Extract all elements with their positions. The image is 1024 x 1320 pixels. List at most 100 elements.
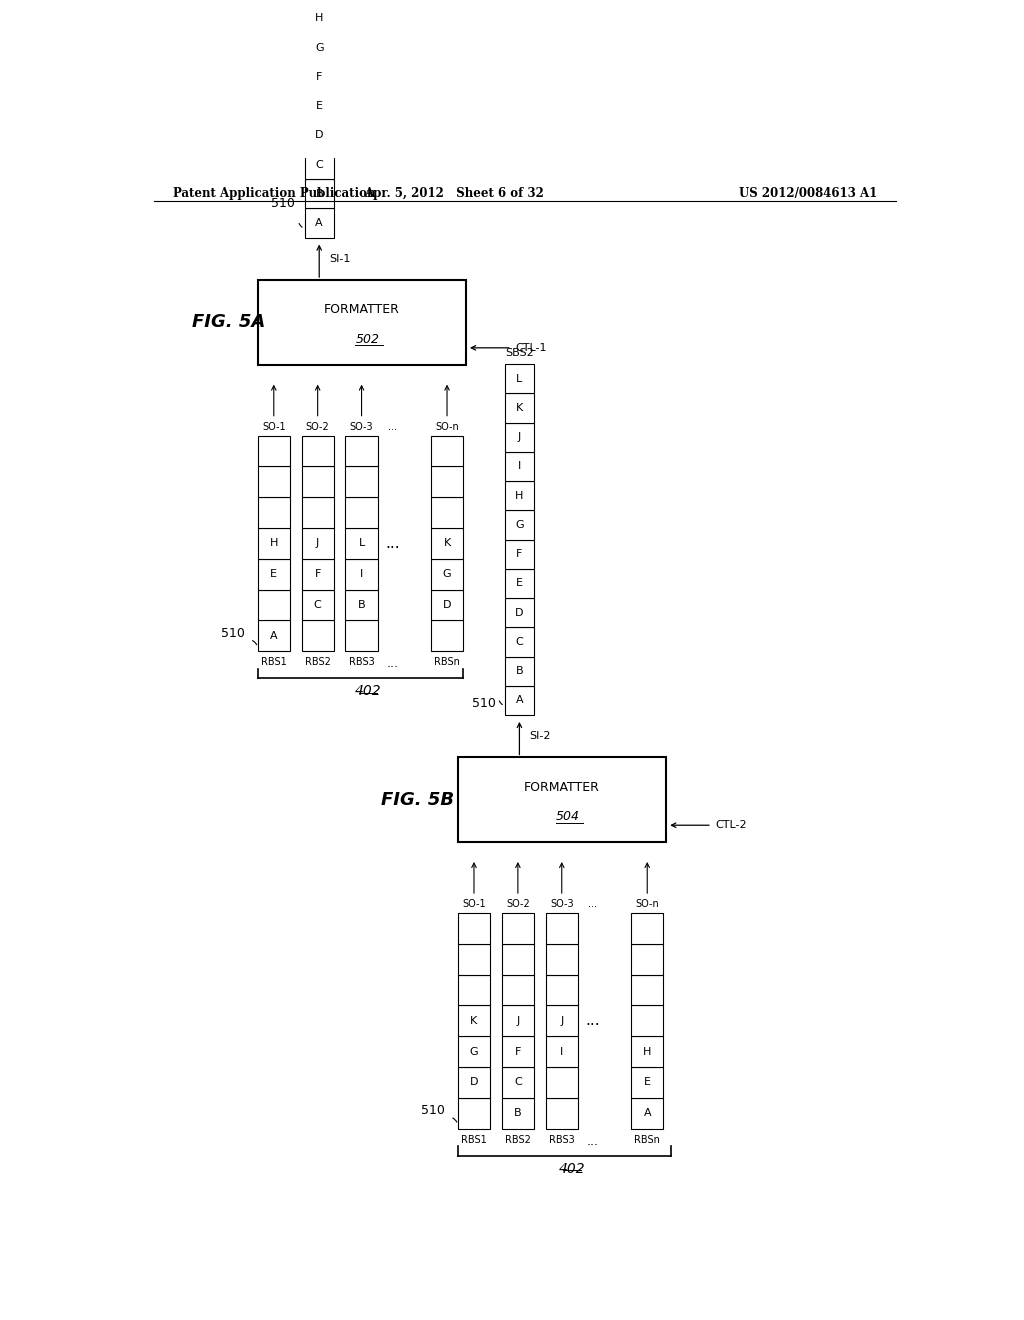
Text: C: C <box>515 638 523 647</box>
Bar <box>431 528 463 558</box>
Text: RBSn: RBSn <box>434 657 460 668</box>
Text: L: L <box>516 374 522 384</box>
Bar <box>546 974 578 1006</box>
Bar <box>502 1006 535 1036</box>
Bar <box>458 758 666 842</box>
Bar <box>631 974 664 1006</box>
Text: I: I <box>560 1047 563 1056</box>
Text: FORMATTER: FORMATTER <box>324 304 399 317</box>
Text: SO-n: SO-n <box>435 422 459 432</box>
Text: 510: 510 <box>271 197 295 210</box>
Bar <box>258 436 290 466</box>
Bar <box>631 1098 664 1129</box>
Bar <box>631 944 664 974</box>
Text: H: H <box>643 1047 651 1056</box>
Bar <box>345 528 378 558</box>
Bar <box>458 1006 490 1036</box>
Text: SO-1: SO-1 <box>462 899 485 909</box>
Bar <box>301 620 334 651</box>
Text: SO-3: SO-3 <box>350 422 374 432</box>
Bar <box>258 498 290 528</box>
Text: G: G <box>442 569 452 579</box>
Text: US 2012/0084613 A1: US 2012/0084613 A1 <box>739 187 878 199</box>
Bar <box>431 558 463 590</box>
Text: J: J <box>316 539 319 548</box>
Bar <box>505 364 535 393</box>
Bar <box>431 590 463 620</box>
Text: K: K <box>443 539 451 548</box>
Text: SO-2: SO-2 <box>306 422 330 432</box>
Text: Apr. 5, 2012   Sheet 6 of 32: Apr. 5, 2012 Sheet 6 of 32 <box>364 187 544 199</box>
Text: ...: ... <box>588 899 597 909</box>
Text: J: J <box>516 1016 519 1026</box>
Bar <box>304 4 334 33</box>
Text: J: J <box>518 432 521 442</box>
Text: 402: 402 <box>559 1162 586 1176</box>
Bar <box>304 150 334 180</box>
Text: ...: ... <box>386 657 398 671</box>
Bar <box>458 913 490 944</box>
Bar <box>505 656 535 686</box>
Text: H: H <box>269 539 278 548</box>
Bar <box>431 498 463 528</box>
Bar <box>301 498 334 528</box>
Text: RBS3: RBS3 <box>349 657 375 668</box>
Bar <box>505 540 535 569</box>
Text: RBS2: RBS2 <box>505 1135 530 1144</box>
Text: RBS1: RBS1 <box>261 657 287 668</box>
Bar <box>458 944 490 974</box>
Text: SBS2: SBS2 <box>505 348 534 358</box>
Text: D: D <box>515 607 523 618</box>
Text: E: E <box>516 578 523 589</box>
Text: H: H <box>515 491 523 500</box>
Text: 510: 510 <box>421 1104 444 1117</box>
Text: ...: ... <box>586 1014 600 1028</box>
Bar <box>505 511 535 540</box>
Bar <box>458 1036 490 1067</box>
Text: FORMATTER: FORMATTER <box>524 780 600 793</box>
Text: G: G <box>515 520 523 529</box>
Bar <box>258 466 290 498</box>
Text: A: A <box>270 631 278 640</box>
Bar <box>505 598 535 627</box>
Text: CTL-1: CTL-1 <box>515 343 547 352</box>
Bar <box>345 590 378 620</box>
Bar <box>505 569 535 598</box>
Bar <box>505 480 535 511</box>
Text: F: F <box>314 569 321 579</box>
Bar <box>546 1067 578 1098</box>
Text: A: A <box>315 218 323 228</box>
Bar <box>345 620 378 651</box>
Text: B: B <box>514 1109 521 1118</box>
Bar <box>304 0 334 4</box>
Text: G: G <box>470 1047 478 1056</box>
Text: A: A <box>516 696 523 705</box>
Text: B: B <box>357 601 366 610</box>
Bar <box>301 436 334 466</box>
Bar <box>431 466 463 498</box>
Bar <box>304 120 334 150</box>
Text: K: K <box>470 1016 477 1026</box>
Text: 402: 402 <box>354 684 381 698</box>
Bar <box>502 913 535 944</box>
Text: E: E <box>270 569 278 579</box>
Bar <box>345 558 378 590</box>
Bar <box>505 422 535 451</box>
Text: SO-2: SO-2 <box>506 899 529 909</box>
Bar <box>301 466 334 498</box>
Text: ...: ... <box>388 422 397 432</box>
Text: ...: ... <box>587 1135 599 1148</box>
Text: E: E <box>644 1077 650 1088</box>
Bar <box>301 528 334 558</box>
Bar <box>505 451 535 480</box>
Bar <box>258 558 290 590</box>
Bar <box>546 913 578 944</box>
Text: FIG. 5A: FIG. 5A <box>193 313 265 331</box>
Bar <box>258 280 466 364</box>
Text: I: I <box>518 462 521 471</box>
Bar <box>458 1067 490 1098</box>
Text: RBSn: RBSn <box>634 1135 660 1144</box>
Bar <box>502 1036 535 1067</box>
Text: SO-1: SO-1 <box>262 422 286 432</box>
Bar <box>304 209 334 238</box>
